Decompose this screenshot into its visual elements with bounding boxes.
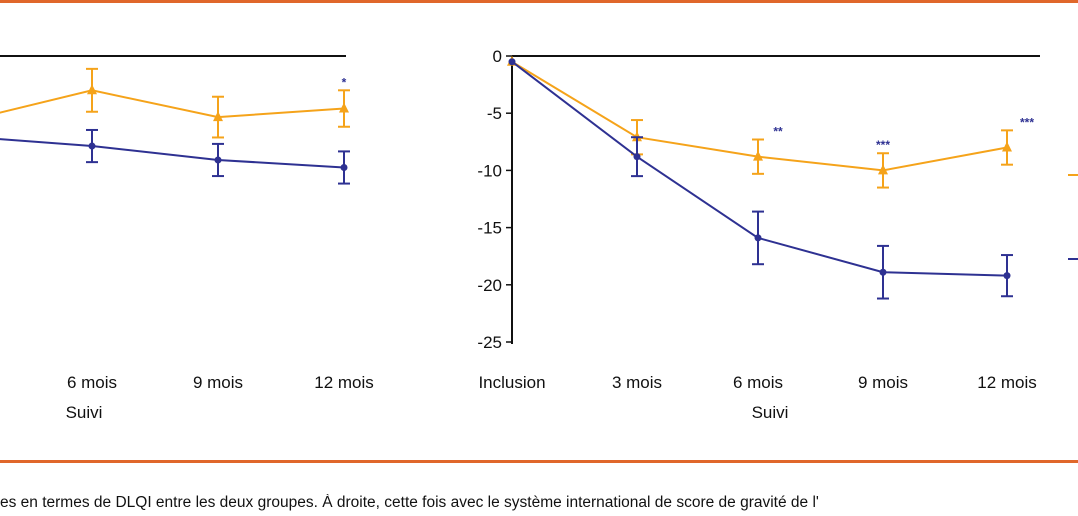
data-point-circle — [88, 142, 96, 150]
y-tick-label: -15 — [477, 219, 502, 238]
series-line-1 — [511, 60, 1008, 277]
x-axis-label: Suivi — [66, 403, 103, 422]
data-point-triangle — [878, 164, 888, 175]
legend-fragments — [1068, 174, 1078, 260]
chart-left: 6 mois 9 mois 12 mois Suivi * — [0, 55, 374, 422]
x-tick-label: Inclusion — [478, 373, 545, 392]
y-tick-label: -5 — [487, 104, 502, 123]
data-point-triangle — [213, 111, 223, 122]
significance-annotation: *** — [876, 138, 890, 152]
data-point-triangle — [1002, 141, 1012, 152]
bottom-rule — [0, 460, 1078, 463]
series-line-1 — [0, 138, 345, 169]
data-point-circle — [1003, 272, 1011, 280]
top-rule — [0, 0, 1078, 3]
data-point-triangle — [339, 102, 349, 113]
x-tick-label: 3 mois — [612, 373, 662, 392]
y-tick-label: -25 — [477, 333, 502, 352]
y-tick-label: -20 — [477, 276, 502, 295]
x-tick-label: 9 mois — [858, 373, 908, 392]
significance-annotation: * — [342, 75, 347, 89]
x-tick-label: 12 mois — [314, 373, 374, 392]
data-point-circle — [754, 234, 762, 242]
data-point-circle — [508, 58, 516, 66]
series-line-0 — [0, 89, 345, 119]
data-point-circle — [633, 153, 641, 161]
significance-annotation: *** — [1020, 115, 1034, 129]
figure: 6 mois 9 mois 12 mois Suivi * 0 -5 -10 -15 -20 -2… — [0, 47, 1078, 422]
y-tick-label: -10 — [477, 161, 502, 180]
data-point-triangle — [87, 84, 97, 95]
x-tick-label: 12 mois — [977, 373, 1037, 392]
data-point-circle — [214, 156, 222, 164]
x-tick-label: 6 mois — [67, 373, 117, 392]
chart-right: 0 -5 -10 -15 -20 -25 Inclusion 3 mois 6 mois 9 mo… — [477, 47, 1040, 422]
data-point-circle — [340, 163, 348, 171]
x-tick-label: 9 mois — [193, 373, 243, 392]
x-tick-label: 6 mois — [733, 373, 783, 392]
significance-annotation: ** — [773, 125, 783, 139]
data-point-circle — [879, 268, 887, 276]
data-point-triangle — [753, 150, 763, 161]
y-tick-label: 0 — [493, 47, 502, 66]
x-axis-label: Suivi — [752, 403, 789, 422]
figure-caption: es en termes de DLQI entre les deux grou… — [0, 494, 819, 511]
